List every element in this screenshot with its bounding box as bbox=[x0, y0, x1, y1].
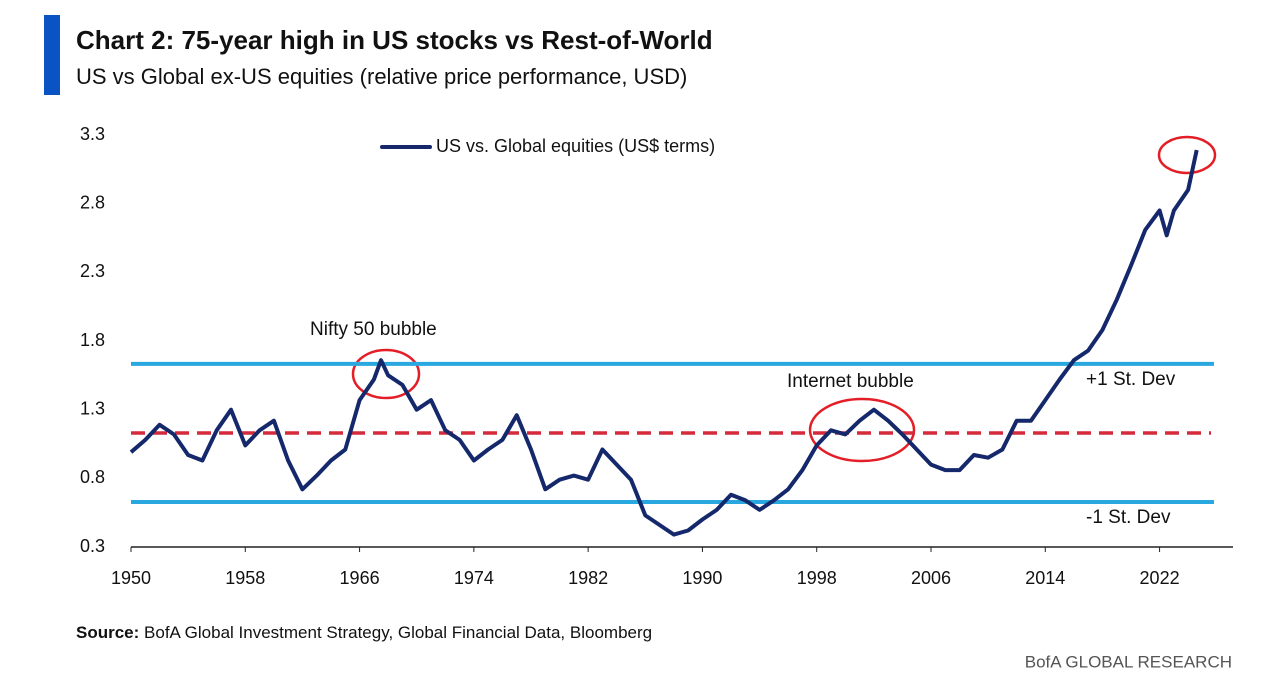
x-tick-label: 1966 bbox=[340, 568, 380, 588]
y-tick-label: 1.3 bbox=[80, 398, 105, 418]
x-tick-label: 1990 bbox=[682, 568, 722, 588]
source-label: Source: bbox=[76, 623, 139, 642]
x-tick-label: 1998 bbox=[797, 568, 837, 588]
annotation: Nifty 50 bubble bbox=[310, 319, 437, 340]
source-text: BofA Global Investment Strategy, Global … bbox=[144, 623, 652, 642]
y-tick-label: 0.3 bbox=[80, 536, 105, 556]
footer: BofA GLOBAL RESEARCH bbox=[1025, 652, 1232, 671]
y-tick-label: 0.8 bbox=[80, 467, 105, 487]
chart-title: Chart 2: 75-year high in US stocks vs Re… bbox=[76, 25, 713, 55]
annotation: Internet bubble bbox=[787, 371, 914, 392]
y-tick-label: 2.8 bbox=[80, 192, 105, 212]
title-accent bbox=[44, 15, 60, 95]
highlight-circle bbox=[1157, 135, 1217, 175]
x-tick-label: 1950 bbox=[111, 568, 151, 588]
highlight-circle bbox=[351, 348, 421, 400]
chart-subtitle: US vs Global ex-US equities (relative pr… bbox=[76, 64, 687, 89]
data-line bbox=[129, 149, 1199, 537]
source: Source: BofA Global Investment Strategy,… bbox=[76, 623, 652, 642]
highlight-circle bbox=[808, 397, 916, 463]
x-tick-label: 1974 bbox=[454, 568, 494, 588]
y-tick-label: 1.8 bbox=[80, 330, 105, 350]
x-tick-label: 1982 bbox=[568, 568, 608, 588]
y-tick-label: 2.3 bbox=[80, 261, 105, 281]
reference-label: -1 St. Dev bbox=[1086, 507, 1171, 528]
x-tick-label: 2022 bbox=[1140, 568, 1180, 588]
x-tick-label: 2006 bbox=[911, 568, 951, 588]
y-tick-label: 3.3 bbox=[80, 124, 105, 144]
legend-label: US vs. Global equities (US$ terms) bbox=[436, 136, 715, 156]
reference-label: +1 St. Dev bbox=[1086, 369, 1176, 390]
x-tick-label: 1958 bbox=[225, 568, 265, 588]
x-tick-label: 2014 bbox=[1025, 568, 1065, 588]
